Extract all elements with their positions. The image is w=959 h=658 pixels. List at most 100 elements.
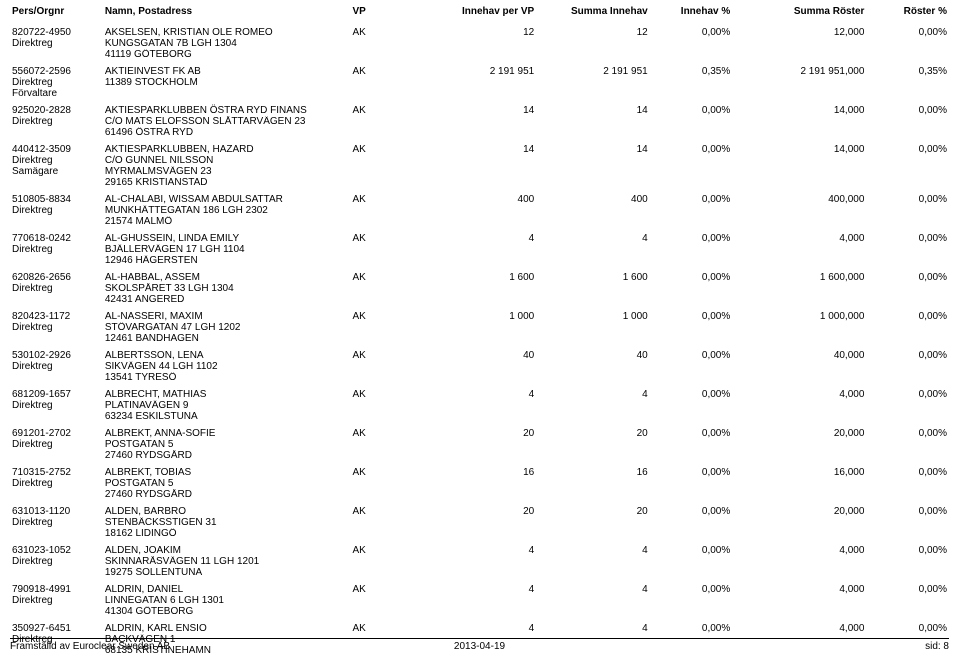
cell-innehav-pct [650, 528, 733, 539]
cell-id [10, 49, 103, 60]
cell-innehav-per-vp [392, 595, 536, 606]
cell-innehav-per-vp [392, 450, 536, 461]
cell-addr: AL-GHUSSEIN, LINDA EMILY [103, 227, 351, 244]
cell-id: Direktreg [10, 361, 103, 372]
page-footer: Framställd av Euroclear Sweden AB 2013-0… [10, 638, 949, 652]
cell-addr: 61496 ÖSTRA RYD [103, 127, 351, 138]
cell-vp [351, 127, 392, 138]
cell-id: 790918-4991 [10, 578, 103, 595]
cell-summa-roster [732, 528, 866, 539]
cell-summa-innehav [536, 478, 650, 489]
cell-id: 631023-1052 [10, 539, 103, 556]
cell-roster-pct [866, 517, 949, 528]
cell-innehav-pct [650, 595, 733, 606]
cell-summa-roster [732, 372, 866, 383]
table-row: 925020-2828AKTIESPARKLUBBEN ÖSTRA RYD FI… [10, 99, 949, 116]
cell-vp [351, 322, 392, 333]
cell-roster-pct [866, 372, 949, 383]
cell-id: 440412-3509 [10, 138, 103, 155]
cell-addr: 27460 RYDSGÅRD [103, 450, 351, 461]
cell-addr: 41304 GÖTEBORG [103, 606, 351, 617]
cell-innehav-pct [650, 489, 733, 500]
cell-innehav-pct [650, 606, 733, 617]
cell-summa-roster [732, 361, 866, 372]
cell-addr: ALBREKT, ANNA-SOFIE [103, 422, 351, 439]
cell-summa-roster [732, 177, 866, 188]
table-head: Pers/OrgnrNamn, PostadressVPInnehav per … [10, 4, 949, 21]
cell-innehav-pct: 0,00% [650, 539, 733, 556]
cell-id: 820423-1172 [10, 305, 103, 322]
cell-summa-roster: 400,000 [732, 188, 866, 205]
cell-id: 820722-4950 [10, 21, 103, 38]
cell-innehav-pct [650, 166, 733, 177]
cell-roster-pct [866, 322, 949, 333]
cell-addr: 63234 ESKILSTUNA [103, 411, 351, 422]
cell-vp [351, 205, 392, 216]
cell-id [10, 411, 103, 422]
cell-innehav-pct: 0,00% [650, 344, 733, 361]
cell-innehav-per-vp [392, 216, 536, 227]
cell-addr: POSTGATAN 5 [103, 478, 351, 489]
cell-addr: STÖVARGATAN 47 LGH 1202 [103, 322, 351, 333]
table-row: Förvaltare [10, 88, 949, 99]
cell-summa-innehav [536, 595, 650, 606]
cell-innehav-pct [650, 155, 733, 166]
cell-summa-roster [732, 127, 866, 138]
cell-addr: ALDRIN, KARL ENSIO [103, 617, 351, 634]
cell-roster-pct [866, 255, 949, 266]
cell-addr: ALDEN, JOAKIM [103, 539, 351, 556]
cell-roster-pct [866, 38, 949, 49]
cell-roster-pct [866, 244, 949, 255]
cell-roster-pct: 0,00% [866, 138, 949, 155]
cell-id: 925020-2828 [10, 99, 103, 116]
cell-summa-innehav [536, 439, 650, 450]
cell-innehav-pct [650, 244, 733, 255]
cell-innehav-per-vp: 4 [392, 227, 536, 244]
cell-addr: ALBREKT, TOBIAS [103, 461, 351, 478]
cell-summa-innehav [536, 489, 650, 500]
cell-summa-roster [732, 255, 866, 266]
table-row: 770618-0242AL-GHUSSEIN, LINDA EMILYAK440… [10, 227, 949, 244]
cell-innehav-pct: 0,00% [650, 21, 733, 38]
cell-summa-innehav: 20 [536, 500, 650, 517]
cell-summa-roster: 12,000 [732, 21, 866, 38]
cell-innehav-pct: 0,00% [650, 266, 733, 283]
cell-summa-roster: 4,000 [732, 539, 866, 556]
cell-innehav-pct: 0,00% [650, 461, 733, 478]
cell-summa-innehav [536, 333, 650, 344]
cell-id [10, 450, 103, 461]
cell-innehav-pct [650, 205, 733, 216]
table-row: 350927-6451ALDRIN, KARL ENSIOAK440,00%4,… [10, 617, 949, 634]
table-row: DirektregSTÖVARGATAN 47 LGH 1202 [10, 322, 949, 333]
cell-roster-pct: 0,00% [866, 422, 949, 439]
cell-id [10, 216, 103, 227]
cell-vp [351, 595, 392, 606]
cell-roster-pct: 0,00% [866, 266, 949, 283]
cell-vp: AK [351, 578, 392, 595]
cell-summa-innehav: 12 [536, 21, 650, 38]
table-row: 631013-1120ALDEN, BARBROAK20200,00%20,00… [10, 500, 949, 517]
cell-innehav-per-vp [392, 127, 536, 138]
cell-addr: AKTIESPARKLUBBEN, HAZARD [103, 138, 351, 155]
holdings-table: Pers/OrgnrNamn, PostadressVPInnehav per … [10, 4, 949, 656]
table-row: 710315-2752ALBREKT, TOBIASAK16160,00%16,… [10, 461, 949, 478]
col-summa_innehav: Summa Innehav [536, 4, 650, 21]
table-row: 12461 BANDHAGEN [10, 333, 949, 344]
table-row: DirektregSKOLSPÅRET 33 LGH 1304 [10, 283, 949, 294]
cell-summa-innehav [536, 528, 650, 539]
table-row: 820722-4950AKSELSEN, KRISTIAN OLE ROMEOA… [10, 21, 949, 38]
cell-vp [351, 283, 392, 294]
cell-vp [351, 517, 392, 528]
cell-summa-innehav [536, 244, 650, 255]
cell-id: 530102-2926 [10, 344, 103, 361]
cell-summa-roster [732, 38, 866, 49]
cell-summa-innehav [536, 294, 650, 305]
cell-innehav-per-vp [392, 283, 536, 294]
cell-summa-innehav [536, 411, 650, 422]
cell-addr: ALBRECHT, MATHIAS [103, 383, 351, 400]
cell-vp [351, 606, 392, 617]
cell-addr: SKINNARÅSVÄGEN 11 LGH 1201 [103, 556, 351, 567]
cell-addr: ALDRIN, DANIEL [103, 578, 351, 595]
cell-summa-roster [732, 478, 866, 489]
cell-innehav-per-vp [392, 411, 536, 422]
